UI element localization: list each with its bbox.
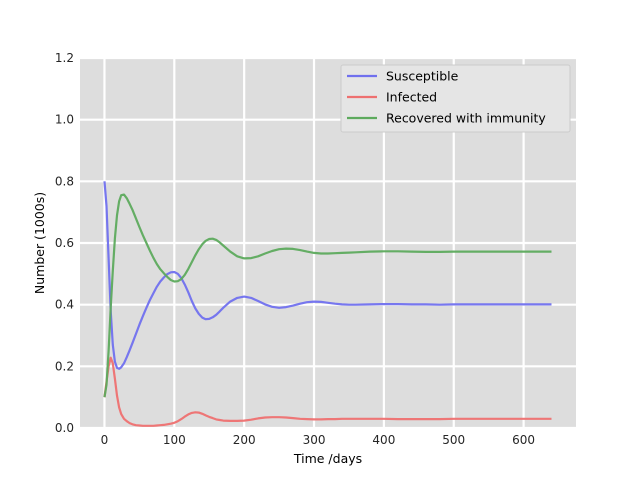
x-tick-label: 100 [163, 433, 186, 447]
x-tick-label: 0 [101, 433, 109, 447]
x-tick-label: 300 [303, 433, 326, 447]
y-tick-label: 0.0 [55, 421, 74, 435]
x-tick-label: 200 [233, 433, 256, 447]
y-tick-label: 1.2 [55, 51, 74, 65]
x-tick-label: 500 [442, 433, 465, 447]
series-line-infected [103, 356, 552, 427]
series-lines [103, 181, 552, 427]
y-axis-ticks: 0.0 0.2 0.4 0.6 0.8 1.0 1.2 [55, 51, 74, 435]
x-tick-label: 600 [512, 433, 535, 447]
legend: Susceptible Infected Recovered with immuni… [340, 64, 571, 133]
legend-label-susceptible: Susceptible [386, 69, 459, 84]
y-tick-label: 0.4 [55, 298, 74, 312]
series-line-susceptible [103, 181, 552, 370]
y-tick-label: 0.8 [55, 174, 74, 188]
legend-label-recovered-with-immunity: Recovered with immunity [386, 111, 546, 126]
y-tick-label: 0.6 [55, 236, 74, 250]
x-axis-ticks: 0 100 200 300 400 500 600 [101, 433, 535, 447]
x-tick-label: 400 [372, 433, 395, 447]
y-tick-label: 1.0 [55, 113, 74, 127]
x-axis-label: Time /days [293, 451, 362, 466]
legend-box [340, 64, 571, 133]
series-line-recovered-with-immunity [103, 193, 552, 398]
y-axis-label: Number (1000s) [32, 192, 47, 294]
y-tick-label: 0.2 [55, 359, 74, 373]
legend-label-infected: Infected [386, 90, 437, 105]
